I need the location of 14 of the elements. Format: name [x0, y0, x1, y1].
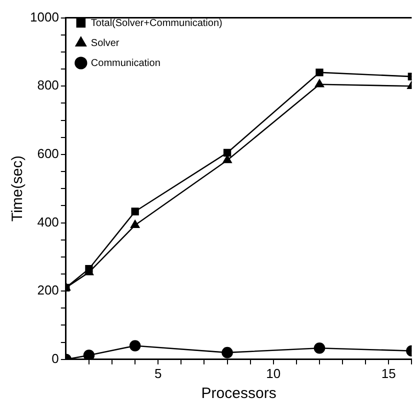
x-tick-label: 15: [381, 366, 396, 381]
legend-label: Communication: [90, 58, 160, 69]
y-tick-label: 800: [37, 78, 59, 93]
x-axis-title: Processors: [201, 385, 276, 402]
legend-label: Total(Solver+Communication): [90, 18, 222, 29]
legend-label: Solver: [90, 38, 120, 49]
y-tick-label: 1000: [30, 9, 59, 24]
y-tick-label: 200: [37, 282, 59, 298]
y-tick-label: 0: [52, 350, 59, 366]
x-tick-label: 5: [154, 366, 162, 381]
y-tick-label: 400: [37, 214, 59, 230]
y-axis-title: Time(sec): [9, 156, 26, 222]
x-tick-label: 10: [266, 366, 281, 381]
y-tick-label: 600: [37, 146, 59, 162]
